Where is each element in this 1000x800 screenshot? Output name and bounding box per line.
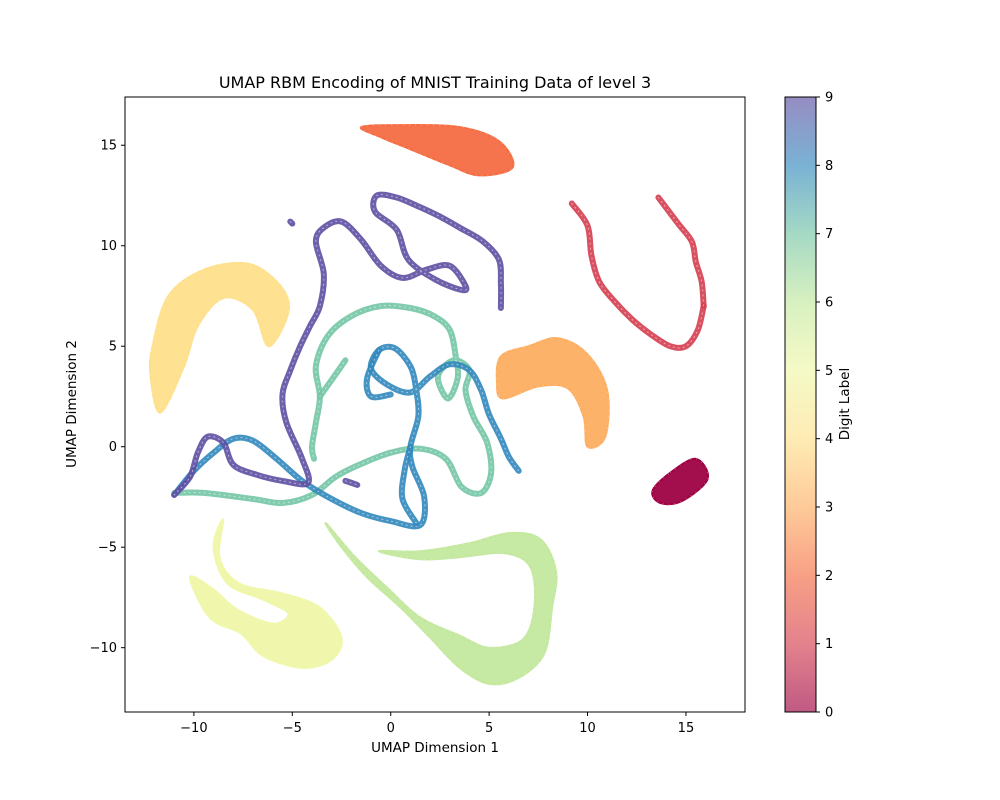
y-tick-label: 10 xyxy=(100,239,117,254)
cluster-digit-9 xyxy=(171,191,505,498)
cluster-digit-3 xyxy=(495,337,610,449)
cluster-digit-4 xyxy=(148,261,290,414)
scatter-points-layer xyxy=(148,124,709,686)
chart-title: UMAP RBM Encoding of MNIST Training Data… xyxy=(219,73,651,92)
colorbar-label: Digit Label xyxy=(837,368,853,440)
x-tick-label: −5 xyxy=(283,721,302,736)
cluster-digit-5 xyxy=(189,518,343,669)
cluster-digit-8 xyxy=(171,343,522,530)
colorbar xyxy=(785,97,816,712)
colorbar-tick-label: 9 xyxy=(825,91,833,106)
x-tick-label: 0 xyxy=(387,721,395,736)
y-axis: −10 −5 0 5 10 15 xyxy=(90,139,125,656)
colorbar-frame xyxy=(784,96,817,713)
colorbar-tick-label: 5 xyxy=(825,364,833,379)
colorbar-tick-label: 2 xyxy=(825,569,833,584)
x-tick-label: 10 xyxy=(579,721,596,736)
colorbar-tick-label: 4 xyxy=(825,432,833,447)
y-tick-label: 0 xyxy=(109,440,117,455)
colorbar-tick-label: 3 xyxy=(825,501,833,516)
colorbar-tick-label: 1 xyxy=(825,637,833,652)
cluster-digit-0 xyxy=(651,457,709,506)
cluster-digit-2 xyxy=(359,124,515,177)
y-tick-label: 15 xyxy=(100,139,117,154)
y-axis-label: UMAP Dimension 2 xyxy=(64,340,80,468)
x-tick-label: −10 xyxy=(180,721,207,736)
y-tick-label: 5 xyxy=(109,340,117,355)
cluster-digit-1 xyxy=(568,194,707,351)
colorbar-tick-label: 8 xyxy=(825,159,833,174)
cluster-digit-7 xyxy=(171,302,495,507)
y-tick-label: −5 xyxy=(98,541,117,556)
plot-area-frame xyxy=(124,96,746,713)
x-tick-label: 5 xyxy=(485,721,493,736)
y-tick-label: −10 xyxy=(90,641,117,656)
x-axis: −10 −5 0 5 10 15 xyxy=(180,712,694,736)
colorbar-axis: 0 1 2 3 4 5 6 7 8 9 xyxy=(816,91,833,721)
colorbar-tick-label: 0 xyxy=(825,706,833,721)
x-tick-label: 15 xyxy=(678,721,695,736)
x-axis-label: UMAP Dimension 1 xyxy=(371,740,499,756)
colorbar-tick-label: 6 xyxy=(825,296,833,311)
colorbar-tick-label: 7 xyxy=(825,227,833,242)
cluster-digit-6 xyxy=(324,522,558,686)
